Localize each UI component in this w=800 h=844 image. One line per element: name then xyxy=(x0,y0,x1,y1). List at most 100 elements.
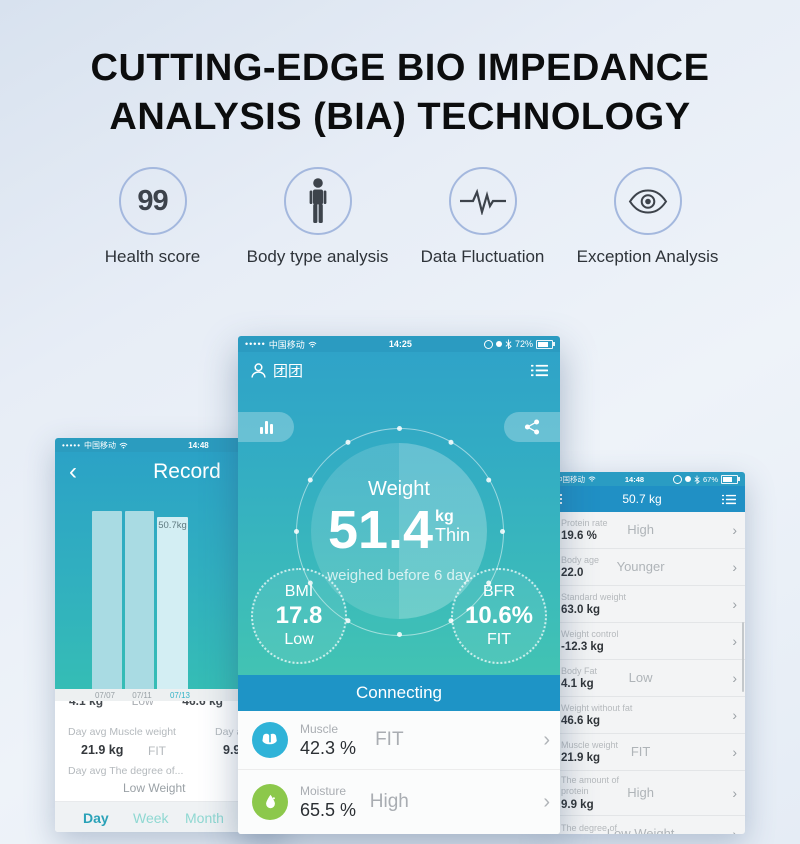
body-silhouette-icon xyxy=(283,167,352,236)
metric-value: 63.0 kg xyxy=(561,604,600,617)
chevron-right-icon[interactable]: › xyxy=(732,784,737,801)
weight-value: 51.4 xyxy=(327,500,434,560)
metric-value: 9.9 kg xyxy=(561,798,594,811)
center-phone-dashboard: ••••• 中国移动 14:25 72% 团团 xyxy=(238,336,560,834)
metric-row-protein-rate[interactable]: Protein rate 19.6 % High › xyxy=(548,512,745,549)
gauge-label: BMI xyxy=(284,583,314,600)
feature-data-fluctuation: Data Fluctuation xyxy=(400,167,565,267)
weight-title: 50.7 kg xyxy=(622,492,662,506)
chevron-right-icon[interactable]: › xyxy=(543,729,550,751)
clock-label: 14:48 xyxy=(624,474,645,484)
metric-label: Muscle weight xyxy=(561,739,619,750)
feature-label: Health score xyxy=(104,247,201,267)
metric-label: Protein rate xyxy=(561,517,608,528)
muscle-row[interactable]: Muscle 42.3 % FIT › xyxy=(238,711,560,770)
date-tick[interactable]: 07/11 xyxy=(132,691,152,700)
feature-label: Exception Analysis xyxy=(576,247,719,267)
chevron-right-icon[interactable]: › xyxy=(732,522,737,538)
menu-icon xyxy=(722,494,736,504)
tab-month[interactable]: Month xyxy=(185,810,224,826)
metric-label: Weight control xyxy=(561,628,619,639)
summary-status: Low xyxy=(131,701,154,708)
health-score-badge-icon: 99 xyxy=(118,167,187,236)
signal-dots-icon: ••••• xyxy=(245,339,266,349)
chevron-right-icon[interactable]: › xyxy=(732,707,737,723)
metric-status: Younger xyxy=(616,559,665,574)
metric-row-amount-of-protein[interactable]: The amount of protein 9.9 kg High › xyxy=(548,771,745,816)
date-tick-active[interactable]: 07/13 xyxy=(169,691,191,700)
chevron-right-icon[interactable]: › xyxy=(732,670,737,686)
metric-row-standard-weight[interactable]: Standard weight 63.0 kg › xyxy=(548,586,745,623)
feature-health-score: 99 Health score xyxy=(70,167,235,267)
stat-value: 21.9 kg xyxy=(81,743,124,757)
center-status-bar: ••••• 中国移动 14:25 72% xyxy=(238,336,560,352)
wifi-icon xyxy=(588,476,596,482)
history-chart-button[interactable] xyxy=(238,412,294,442)
title-line-1: CUTTING-EDGE BIO IMPEDANCE xyxy=(90,47,710,89)
weight-bar[interactable] xyxy=(125,511,154,689)
chevron-right-icon[interactable]: › xyxy=(732,825,737,834)
metric-status: FIT xyxy=(375,729,404,750)
metric-row-degree-of-obesity[interactable]: The degree of obesity Low Weight › xyxy=(548,816,745,834)
metric-preview-list: Muscle 42.3 % FIT › Moisture 65.5 % High… xyxy=(238,711,560,834)
weight-bar-selected[interactable]: 50.7kg xyxy=(157,517,188,689)
metric-value: 19.6 % xyxy=(561,530,597,543)
user-name[interactable]: 团团 xyxy=(273,363,304,380)
date-tick[interactable]: 07/07 xyxy=(94,691,116,700)
metric-value: 42.3 % xyxy=(300,737,357,758)
feature-label: Body type analysis xyxy=(246,247,389,267)
bmi-gauge[interactable]: BMI 17.8 Low xyxy=(251,568,347,664)
tab-week[interactable]: Week xyxy=(133,810,169,826)
metric-status: High xyxy=(369,791,409,812)
chevron-right-icon[interactable]: › xyxy=(732,559,737,575)
metric-label: Weight without fat xyxy=(561,702,633,713)
metric-row-weight-without-fat[interactable]: Weight without fat 46.6 kg › xyxy=(548,697,745,734)
battery-percent-label: 67% xyxy=(702,474,718,484)
metric-label: Moisture xyxy=(300,783,347,798)
chevron-right-icon[interactable]: › xyxy=(543,791,550,813)
chevron-right-icon[interactable]: › xyxy=(732,744,737,760)
right-status-bar: 中国移动 14:48 67% xyxy=(548,472,745,486)
moisture-row[interactable]: Moisture 65.5 % High › xyxy=(238,770,560,834)
feature-row: 99 Health score Body type analysis Data … xyxy=(0,167,800,267)
scrollbar-thumb[interactable] xyxy=(742,622,744,692)
metric-value: 46.6 kg xyxy=(561,715,600,728)
clock-label: 14:25 xyxy=(388,339,412,349)
gauge-value: 10.6% xyxy=(464,602,534,629)
weight-status: Thin xyxy=(435,524,471,545)
weight-label: Weight xyxy=(368,478,430,500)
metric-row-weight-control[interactable]: Weight control -12.3 kg › xyxy=(548,623,745,660)
muscle-icon xyxy=(252,722,288,758)
chevron-right-icon[interactable]: › xyxy=(732,633,737,649)
weight-bar[interactable] xyxy=(92,511,122,689)
clipped-summary-row: 4.1 kg Low 46.6 kg xyxy=(55,701,237,708)
tab-day[interactable]: Day xyxy=(83,810,109,826)
metric-row-body-fat[interactable]: Body Fat 4.1 kg Low › xyxy=(548,660,745,697)
carrier-label: 中国移动 xyxy=(268,339,305,350)
signal-dots-icon: ••••• xyxy=(62,440,82,450)
metric-row-muscle-weight[interactable]: Muscle weight 21.9 kg FIT › xyxy=(548,734,745,771)
tooltip-pointer xyxy=(167,684,177,694)
connecting-button[interactable]: Connecting xyxy=(238,675,560,711)
bluetooth-icon xyxy=(694,475,700,484)
metric-value: 65.5 % xyxy=(300,799,357,820)
clock-label: 14:48 xyxy=(188,440,209,450)
feature-exception-analysis: Exception Analysis xyxy=(565,167,730,267)
weighed-note: weighed before 6 day xyxy=(327,567,471,584)
stat-status: FIT xyxy=(148,744,166,758)
metric-value: 22.0 xyxy=(561,567,584,580)
record-title: Record xyxy=(153,460,221,483)
chevron-right-icon[interactable]: › xyxy=(732,596,737,612)
metric-row-body-age[interactable]: Body age 22.0 Younger › xyxy=(548,549,745,586)
bfr-gauge[interactable]: BFR 10.6% FIT xyxy=(451,568,547,664)
alarm-icon xyxy=(672,474,682,484)
share-button[interactable] xyxy=(504,412,560,442)
wifi-icon xyxy=(308,341,317,347)
metric-label: Standard weight xyxy=(561,591,627,602)
metric-value: 4.1 kg xyxy=(561,678,594,691)
metric-status: Low xyxy=(628,670,653,685)
gauge-label: BFR xyxy=(483,583,515,600)
back-chevron-icon[interactable]: ‹ xyxy=(69,458,77,485)
feature-label: Data Fluctuation xyxy=(420,247,545,267)
summary-value: 4.1 kg xyxy=(69,701,104,708)
